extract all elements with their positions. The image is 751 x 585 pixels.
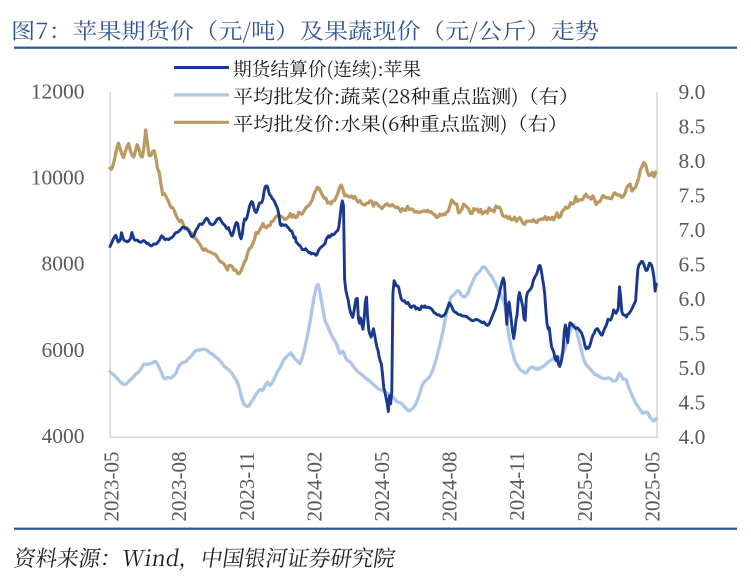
svg-text:8.5: 8.5	[679, 115, 706, 139]
svg-text:6.0: 6.0	[679, 287, 706, 311]
svg-text:2025-05: 2025-05	[640, 452, 664, 522]
svg-text:7.5: 7.5	[679, 184, 706, 208]
svg-text:2023-08: 2023-08	[167, 452, 191, 522]
svg-text:12000: 12000	[31, 79, 85, 103]
svg-text:7.0: 7.0	[679, 218, 706, 242]
svg-text:8.0: 8.0	[679, 149, 706, 173]
svg-text:4000: 4000	[42, 424, 85, 448]
svg-text:6000: 6000	[42, 338, 85, 362]
svg-text:5.5: 5.5	[679, 322, 706, 346]
svg-text:6.5: 6.5	[679, 253, 706, 277]
svg-text:2025-02: 2025-02	[573, 452, 597, 522]
svg-text:2023-11: 2023-11	[235, 452, 259, 521]
svg-text:8000: 8000	[42, 252, 85, 276]
svg-text:5.0: 5.0	[679, 356, 706, 380]
svg-text:2024-11: 2024-11	[505, 452, 529, 521]
svg-text:2024-08: 2024-08	[438, 452, 462, 522]
svg-text:2024-02: 2024-02	[302, 452, 326, 522]
svg-text:4.5: 4.5	[679, 391, 706, 415]
svg-text:2023-05: 2023-05	[100, 452, 124, 522]
svg-text:9.0: 9.0	[679, 80, 706, 104]
svg-text:10000: 10000	[31, 166, 85, 190]
svg-text:2024-05: 2024-05	[370, 452, 394, 522]
svg-text:4.0: 4.0	[679, 425, 706, 449]
